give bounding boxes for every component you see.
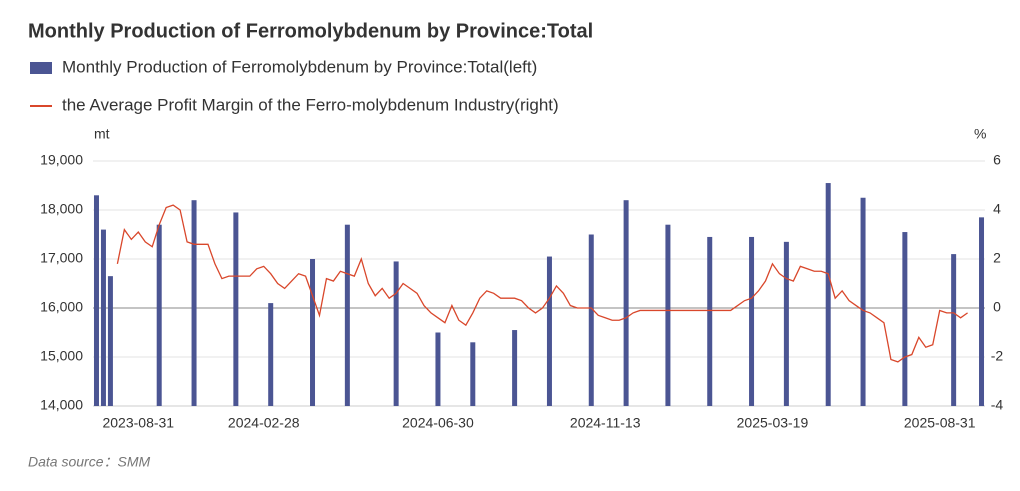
x-tick-label: 2024-06-30 <box>402 415 474 431</box>
bar <box>979 217 985 406</box>
y2-tick-label: -4 <box>991 397 1004 413</box>
bar <box>233 212 239 406</box>
bar <box>902 232 908 406</box>
x-tick-label: 2023-08-31 <box>102 415 174 431</box>
bar <box>825 183 831 406</box>
bar <box>393 261 399 406</box>
legend-label: Monthly Production of Ferromolybdenum by… <box>62 57 537 76</box>
y-tick-label: 18,000 <box>40 201 83 217</box>
bar <box>623 200 629 406</box>
bar <box>470 342 476 406</box>
bar <box>100 229 106 406</box>
x-tick-label: 2025-08-31 <box>904 415 976 431</box>
y2-tick-label: 0 <box>993 299 1001 315</box>
bar <box>107 276 113 406</box>
y2-tick-label: -2 <box>991 348 1004 364</box>
bar <box>310 259 316 406</box>
bar <box>860 197 866 406</box>
legend-swatch <box>30 62 52 74</box>
source: Data source：SMM <box>28 454 150 470</box>
chart-title: Monthly Production of Ferromolybdenum by… <box>28 20 593 42</box>
bar <box>783 241 789 406</box>
bar <box>546 256 552 406</box>
bar <box>156 224 162 406</box>
line <box>116 204 968 363</box>
bar <box>951 254 957 406</box>
y2-tick-label: 6 <box>993 152 1001 168</box>
bar <box>512 330 518 406</box>
bar <box>191 200 197 406</box>
bar <box>93 195 99 406</box>
bar <box>749 236 755 406</box>
bar <box>435 332 441 406</box>
y-tick-label: 16,000 <box>40 299 83 315</box>
bar <box>344 224 350 406</box>
y-tick-label: 17,000 <box>40 250 83 266</box>
y-tick-label: 15,000 <box>40 348 83 364</box>
legend-label: the Average Profit Margin of the Ferro-m… <box>62 95 559 114</box>
x-tick-label: 2025-03-19 <box>737 415 809 431</box>
y-tick-label: 14,000 <box>40 397 83 413</box>
bar <box>707 236 713 406</box>
y-axis-label: mt <box>94 126 110 142</box>
bar <box>665 224 671 406</box>
y2-tick-label: 2 <box>993 250 1001 266</box>
x-tick-label: 2024-11-13 <box>570 415 641 431</box>
y-tick-label: 19,000 <box>40 152 83 168</box>
y2-tick-label: 4 <box>993 201 1001 217</box>
bar <box>588 234 594 406</box>
y2-axis-label: % <box>974 126 986 142</box>
bar <box>268 303 274 406</box>
x-tick-label: 2024-02-28 <box>228 415 300 431</box>
